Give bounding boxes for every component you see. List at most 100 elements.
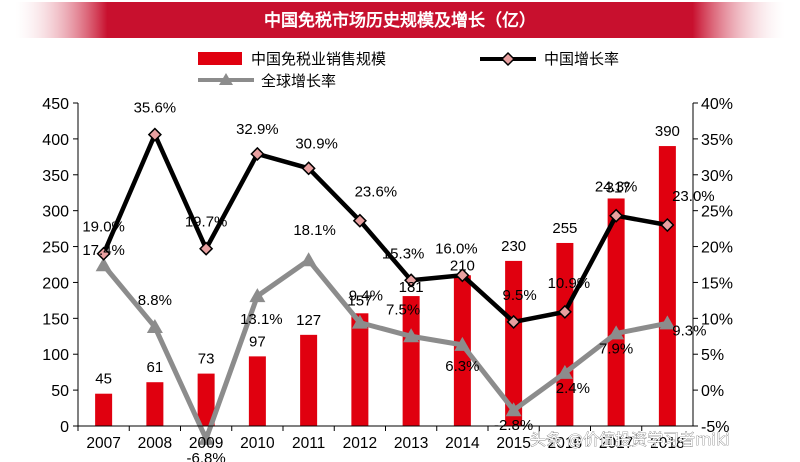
left-tick-label-3: 150	[42, 311, 69, 328]
china-growth-point-7	[455, 268, 470, 283]
china-growth-point-1	[147, 127, 162, 142]
global-growth-point-9	[556, 364, 573, 379]
right-tick-label-8: 35%	[701, 132, 733, 149]
global-growth-label-9: 2.4%	[556, 380, 590, 397]
bar-value-label-3: 97	[249, 333, 266, 350]
global-growth-point-2	[198, 430, 215, 445]
x-tick-label-6: 2013	[394, 435, 428, 452]
right-tick-label-3: 10%	[701, 311, 733, 328]
x-tick-label-9: 2016	[548, 435, 582, 452]
china-growth-point-0	[96, 246, 111, 261]
bar-value-label-1: 61	[147, 359, 164, 376]
global-growth-point-4	[300, 252, 317, 267]
global-growth-point-10	[608, 325, 625, 340]
bar-4	[300, 334, 318, 426]
x-tick-label-8: 2015	[496, 435, 530, 452]
left-tick-label-4: 200	[42, 275, 69, 292]
china-growth-label-0: 19.0%	[82, 219, 125, 236]
bar-11	[658, 146, 676, 427]
china-growth-label-11: 23.0%	[672, 188, 715, 205]
right-tick-label-7: 30%	[701, 168, 733, 185]
bar-0	[95, 393, 113, 426]
bar-value-label-2: 73	[198, 351, 215, 368]
right-tick-label-1: 0%	[701, 383, 724, 400]
x-tick-label-5: 2012	[343, 435, 377, 452]
china-growth-point-3	[250, 146, 265, 162]
x-tick-label-11: 2018	[650, 435, 684, 452]
bar-2	[197, 373, 215, 426]
china-growth-label-8: 9.5%	[503, 287, 537, 304]
bar-value-label-9: 255	[552, 220, 577, 237]
bar-value-label-0: 45	[95, 371, 112, 388]
china-growth-point-6	[404, 273, 419, 288]
global-growth-point-11	[659, 315, 676, 330]
china-growth-label-3: 32.9%	[236, 121, 279, 138]
china-growth-point-10	[609, 208, 624, 223]
plot-area	[95, 127, 676, 445]
right-tick-label-2: 5%	[701, 347, 724, 364]
china-growth-point-2	[199, 241, 214, 256]
bar-value-label-7: 210	[450, 257, 475, 274]
data-labels: 45 61 73 97 127 157 181 210 230 255 317 390 19.0% 35.…	[82, 100, 714, 462]
left-tick-label-5: 250	[42, 240, 69, 257]
right-tick-label-9: 40%	[701, 96, 733, 113]
legend-label-china: 中国增长率	[544, 50, 619, 68]
china-growth-label-4: 30.9%	[295, 135, 338, 152]
global-growth-point-8	[505, 402, 522, 417]
bar-3	[248, 356, 266, 426]
global-growth-label-5: 9.4%	[349, 288, 383, 305]
chart-title: 中国免税市场历史规模及增长（亿）	[264, 10, 536, 31]
x-tick-label-1: 2008	[138, 435, 172, 452]
x-tick-label-3: 2010	[240, 435, 275, 452]
global-growth-label-8: -2.8%	[494, 417, 533, 434]
global-growth-label-7: 6.3%	[445, 358, 479, 375]
bar-value-label-8: 230	[501, 238, 526, 255]
left-tick-label-6: 300	[42, 204, 69, 221]
global-growth-point-0	[95, 257, 112, 272]
global-growth-point-5	[351, 314, 368, 329]
bar-value-label-11: 390	[655, 123, 680, 140]
left-tick-label-0: 0	[60, 419, 69, 436]
bar-value-label-4: 127	[296, 312, 321, 329]
global-growth-label-2: -6.8%	[187, 450, 226, 462]
china-growth-label-5: 23.6%	[355, 184, 398, 201]
global-growth-point-1	[146, 318, 163, 333]
legend-label-global: 全球增长率	[261, 72, 336, 90]
china-growth-point-5	[352, 213, 367, 228]
legend-marker-china	[500, 51, 516, 67]
watermark-text: 头条 @价值投资学习者rniki	[530, 430, 730, 449]
x-tick-label-4: 2011	[292, 435, 325, 452]
left-tick-label-9: 450	[42, 96, 69, 113]
x-tick-label-2: 2009	[189, 435, 223, 452]
left-tick-label-7: 350	[42, 168, 69, 185]
left-tick-label-1: 50	[51, 383, 69, 400]
bar-10	[607, 198, 625, 426]
china-growth-label-7: 16.0%	[435, 240, 478, 257]
bar-8	[505, 260, 523, 426]
global-growth-point-7	[454, 336, 471, 351]
x-tick-label-10: 2017	[599, 435, 633, 452]
bar-6	[402, 296, 420, 426]
china-growth-point-8	[506, 314, 521, 329]
x-tick-label-7: 2014	[445, 435, 480, 452]
axes: 0 50 100 150 200 250 300 350 400 450 -5% 0% 5% 10% 15%…	[42, 96, 733, 452]
china-growth-point-9	[557, 304, 572, 319]
china-growth-label-2: 19.7%	[185, 214, 228, 231]
legend-marker-global	[219, 73, 233, 85]
bar-9	[556, 242, 574, 426]
china-growth-point-4	[301, 161, 316, 176]
global-growth-label-1: 8.8%	[138, 292, 172, 309]
global-growth-label-11: 9.3%	[672, 322, 706, 339]
x-tick-label-0: 2007	[86, 435, 120, 452]
global-growth-label-4: 18.1%	[293, 222, 336, 239]
legend-bar-swatch	[198, 52, 242, 65]
china-growth-label-1: 35.6%	[134, 100, 177, 117]
right-tick-label-5: 20%	[701, 240, 733, 257]
global-growth-label-6: 7.5%	[386, 301, 420, 318]
left-tick-label-2: 100	[42, 347, 69, 364]
legend-label-bar: 中国免税业销售规模	[251, 50, 386, 68]
title-band	[15, 2, 785, 38]
